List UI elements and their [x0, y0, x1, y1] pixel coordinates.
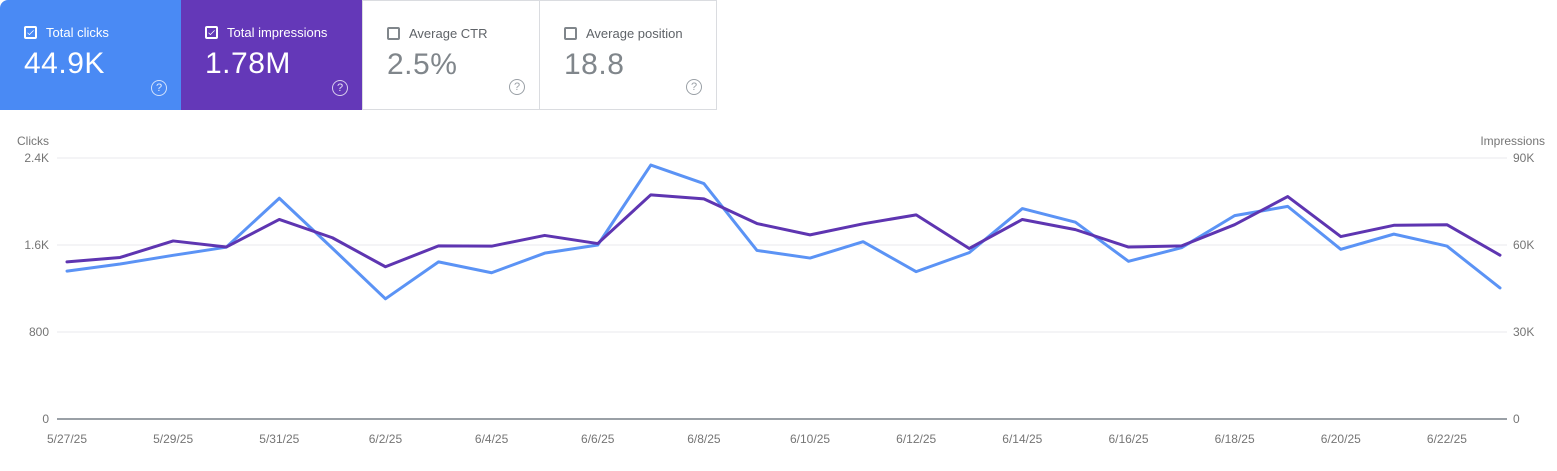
x-axis-tick: 6/18/25 — [1215, 432, 1255, 446]
clicks-line[interactable] — [65, 163, 1502, 301]
help-icon[interactable]: ? — [509, 79, 525, 95]
left-axis-tick: 1.6K — [24, 238, 49, 252]
help-icon[interactable]: ? — [332, 80, 348, 96]
right-axis-tick: 30K — [1513, 325, 1534, 339]
left-axis-tick: 0 — [42, 412, 49, 426]
x-axis-tick: 6/6/25 — [581, 432, 615, 446]
help-icon[interactable]: ? — [151, 80, 167, 96]
x-axis-tick: 6/8/25 — [687, 432, 721, 446]
card-average-ctr[interactable]: Average CTR 2.5% ? — [362, 0, 540, 110]
help-icon[interactable]: ? — [686, 79, 702, 95]
checkmark-icon — [27, 30, 34, 36]
x-axis-tick: 5/31/25 — [259, 432, 299, 446]
card-total-impressions[interactable]: Total impressions 1.78M ? — [181, 0, 362, 110]
x-axis-tick: 6/20/25 — [1321, 432, 1361, 446]
card-label: Total clicks — [46, 25, 109, 40]
right-axis-tick: 90K — [1513, 151, 1534, 165]
left-axis-title: Clicks — [17, 134, 49, 148]
average-position-value: 18.8 — [564, 48, 625, 81]
total-clicks-value: 44.9K — [24, 47, 105, 80]
average-ctr-value: 2.5% — [387, 48, 458, 81]
card-total-clicks[interactable]: Total clicks 44.9K ? — [0, 0, 181, 110]
x-axis-tick: 6/22/25 — [1427, 432, 1467, 446]
right-axis-title: Impressions — [1480, 134, 1545, 148]
right-axis-tick: 60K — [1513, 238, 1534, 252]
checkbox-total-impressions-icon[interactable] — [205, 26, 218, 39]
total-impressions-value: 1.78M — [205, 47, 291, 80]
x-axis-tick: 5/27/25 — [47, 432, 87, 446]
right-axis-tick: 0 — [1513, 412, 1520, 426]
x-axis-tick: 6/16/25 — [1108, 432, 1148, 446]
checkbox-total-clicks-icon[interactable] — [24, 26, 37, 39]
left-axis-tick: 800 — [29, 325, 49, 339]
card-label: Total impressions — [227, 25, 328, 40]
metric-cards-row: Total clicks 44.9K ? Total impressions 1… — [0, 0, 717, 110]
checkmark-icon — [208, 30, 215, 36]
impressions-line[interactable] — [65, 193, 1502, 269]
x-axis-tick: 6/4/25 — [475, 432, 509, 446]
x-axis-tick: 6/12/25 — [896, 432, 936, 446]
x-axis-tick: 6/10/25 — [790, 432, 830, 446]
checkbox-average-position-icon[interactable] — [564, 27, 577, 40]
card-label: Average CTR — [409, 26, 488, 41]
card-average-position[interactable]: Average position 18.8 ? — [539, 0, 717, 110]
card-label: Average position — [586, 26, 683, 41]
x-axis-tick: 6/2/25 — [369, 432, 403, 446]
x-axis-tick: 6/14/25 — [1002, 432, 1042, 446]
left-axis-tick: 2.4K — [24, 151, 49, 165]
checkbox-average-ctr-icon[interactable] — [387, 27, 400, 40]
x-axis-tick: 5/29/25 — [153, 432, 193, 446]
